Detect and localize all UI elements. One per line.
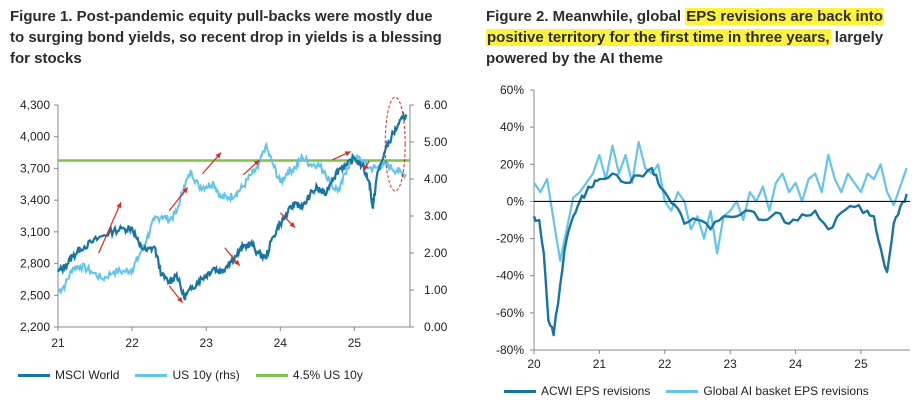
- x-tick-label: 25: [854, 357, 868, 371]
- y-tick-label: 40%: [500, 120, 524, 134]
- y-right-tick-label: 1.00: [424, 283, 448, 297]
- figure-2-title-line-1-pre: Figure 2. Meanwhile, global: [486, 8, 686, 25]
- figure-1-legend: MSCI World US 10y (rhs) 4.5% US 10y: [18, 368, 379, 382]
- legend-item-us-10y: US 10y (rhs): [135, 368, 240, 382]
- annotation-arrow-head: [289, 221, 296, 228]
- series-us-10y-line: [57, 141, 407, 295]
- legend-label-acwi-eps: ACWI EPS revisions: [541, 384, 651, 398]
- x-tick-label: 20: [527, 357, 541, 371]
- legend-item-ai-basket-eps: Global AI basket EPS revisions: [666, 384, 869, 398]
- annotation-arrow-head: [116, 202, 122, 209]
- y-right-tick-label: 3.00: [424, 209, 448, 223]
- series-acwi-eps-line: [532, 166, 908, 337]
- figure-2: Figure 2. Meanwhile, global EPS revision…: [462, 0, 922, 407]
- y-left-tick-label: 4,000: [20, 130, 50, 144]
- x-tick-label: 21: [593, 357, 607, 371]
- legend-item-msci-world: MSCI World: [18, 368, 119, 382]
- y-right-tick-label: 4.00: [424, 172, 448, 186]
- y-right-tick-label: 2.00: [424, 246, 448, 260]
- figure-2-title-highlight-1: EPS revisions are back into: [685, 8, 884, 25]
- legend-item-4-5-us-10y: 4.5% US 10y: [255, 368, 363, 382]
- y-left-tick-label: 2,500: [20, 288, 50, 302]
- legend-swatch-4-5-us-10y: [255, 373, 288, 377]
- y-tick-label: -80%: [496, 343, 524, 357]
- annotation-arrow-head: [215, 152, 222, 159]
- x-tick-label: 22: [125, 336, 139, 350]
- y-tick-label: -40%: [496, 269, 524, 283]
- figure-2-title-line-1: Figure 2. Meanwhile, global EPS revision…: [486, 6, 916, 27]
- legend-label-msci-world: MSCI World: [55, 368, 120, 382]
- annotation-arrow-head: [363, 164, 369, 171]
- figure-1-title: Figure 1. Post-pandemic equity pull-back…: [10, 6, 450, 69]
- figure-2-legend: ACWI EPS revisions Global AI basket EPS …: [504, 384, 885, 398]
- y-left-tick-label: 3,100: [20, 225, 50, 239]
- x-tick-label: 25: [348, 336, 362, 350]
- figure-1-title-line-1: Figure 1. Post-pandemic equity pull-back…: [10, 8, 433, 25]
- y-left-tick-label: 4,300: [20, 98, 50, 112]
- annotation-arrow-head: [182, 187, 188, 194]
- y-tick-label: -60%: [496, 306, 524, 320]
- y-tick-label: 60%: [500, 83, 524, 97]
- figure-1-title-line-2: to surging bond yields, so recent drop i…: [10, 29, 442, 46]
- y-left-tick-label: 3,400: [20, 193, 50, 207]
- x-tick-label: 23: [723, 357, 737, 371]
- annotation-arrow-head: [234, 259, 240, 266]
- annotation-arrow-shaft: [98, 202, 122, 254]
- x-tick-label: 24: [274, 336, 288, 350]
- legend-label-ai-basket-eps: Global AI basket EPS revisions: [703, 384, 869, 398]
- y-right-tick-label: 0.00: [424, 320, 448, 334]
- legend-label-us-10y: US 10y (rhs): [172, 368, 240, 382]
- legend-swatch-us-10y: [135, 373, 168, 377]
- y-left-tick-label: 2,800: [20, 257, 50, 271]
- y-tick-label: -20%: [496, 232, 524, 246]
- y-left-tick-label: 3,700: [20, 161, 50, 175]
- x-tick-label: 21: [51, 336, 65, 350]
- legend-swatch-msci-world: [18, 373, 50, 377]
- y-tick-label: 0%: [507, 194, 525, 208]
- series-ai-basket-eps-line: [533, 140, 908, 262]
- legend-item-acwi-eps: ACWI EPS revisions: [504, 384, 650, 398]
- y-right-tick-label: 6.00: [424, 98, 448, 112]
- figure-2-title-highlight-2: positive territory for the first time in…: [486, 29, 831, 46]
- figure-1-title-line-3: for stocks: [10, 50, 82, 67]
- series-msci-world-line: [56, 110, 408, 301]
- y-tick-label: 20%: [500, 157, 524, 171]
- figure-2-title-line-2: positive territory for the first time in…: [486, 27, 916, 48]
- x-tick-label: 23: [200, 336, 214, 350]
- figure-2-chart: -80% -60% -40% -20% 0% 20% 40% 60% 20 21 22 23 24 25: [496, 83, 910, 371]
- x-tick-label: 24: [789, 357, 803, 371]
- legend-swatch-ai-basket-eps: [666, 389, 699, 393]
- annotation-arrow-head: [177, 296, 183, 303]
- x-tick-label: 22: [658, 357, 672, 371]
- figure-1-chart: 2,200 2,500 2,800 3,100 3,400 3,700 4,000 4,300…: [20, 96, 448, 350]
- y-right-tick-label: 5.00: [424, 135, 448, 149]
- highlight-ellipse: [384, 96, 406, 192]
- y-left-tick-label: 2,200: [20, 320, 50, 334]
- annotation-arrow-head: [253, 159, 260, 166]
- figure-2-title: Figure 2. Meanwhile, global EPS revision…: [486, 6, 916, 69]
- figure-2-title-line-3: powered by the AI theme: [486, 50, 663, 67]
- legend-swatch-acwi-eps: [504, 389, 536, 393]
- figure-2-title-line-2-post: largely: [830, 29, 884, 46]
- figure-1: Figure 1. Post-pandemic equity pull-back…: [10, 6, 450, 382]
- annotation-arrow-head: [344, 151, 351, 157]
- legend-label-4-5-us-10y: 4.5% US 10y: [292, 368, 363, 382]
